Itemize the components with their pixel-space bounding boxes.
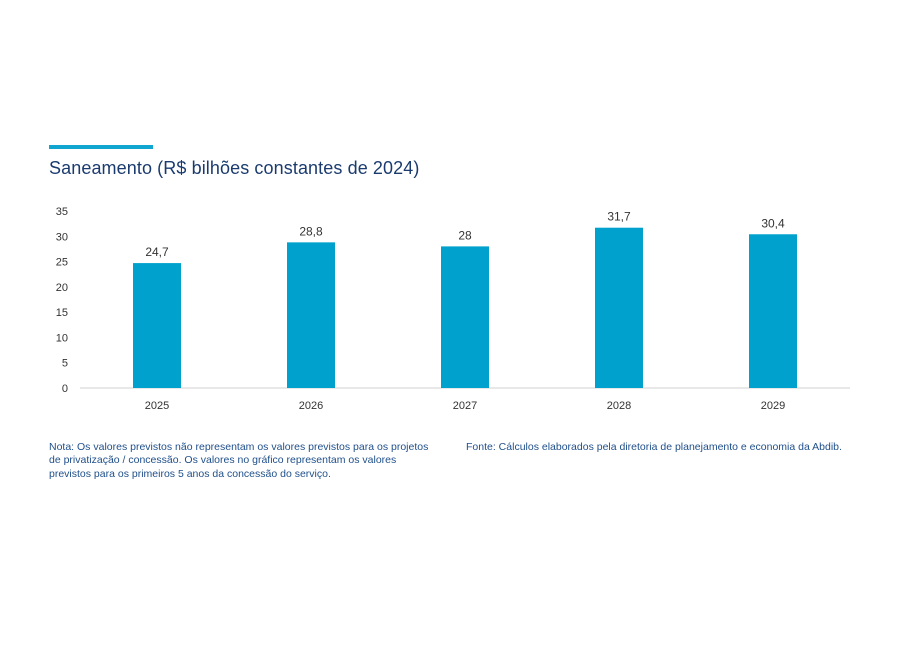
chart-title: Saneamento (R$ bilhões constantes de 202… [49, 158, 420, 178]
x-tick-label: 2026 [299, 400, 323, 412]
bar [287, 242, 335, 388]
bar [749, 234, 797, 388]
y-tick-label: 0 [62, 383, 68, 395]
y-tick-label: 35 [56, 206, 68, 218]
bar [595, 227, 643, 388]
bar [133, 263, 181, 388]
y-tick-label: 15 [56, 307, 68, 319]
x-tick-label: 2029 [761, 400, 785, 412]
title-accent-line [49, 145, 153, 149]
data-label: 30,4 [761, 216, 785, 230]
data-label: 28,8 [299, 224, 323, 238]
x-tick-label: 2027 [453, 400, 477, 412]
bar [441, 246, 489, 388]
y-tick-label: 30 [56, 231, 68, 243]
y-tick-label: 10 [56, 332, 68, 344]
x-tick-label: 2028 [607, 400, 631, 412]
y-tick-label: 25 [56, 257, 68, 269]
data-label: 28 [458, 228, 472, 242]
y-tick-label: 20 [56, 282, 68, 294]
y-tick-label: 5 [62, 358, 68, 370]
chart-note: Nota: Os valores previstos não represent… [49, 441, 429, 480]
x-tick-label: 2025 [145, 400, 169, 412]
data-label: 31,7 [607, 210, 631, 224]
chart-source: Fonte: Cálculos elaborados pela diretori… [466, 441, 842, 453]
data-label: 24,7 [145, 245, 169, 259]
